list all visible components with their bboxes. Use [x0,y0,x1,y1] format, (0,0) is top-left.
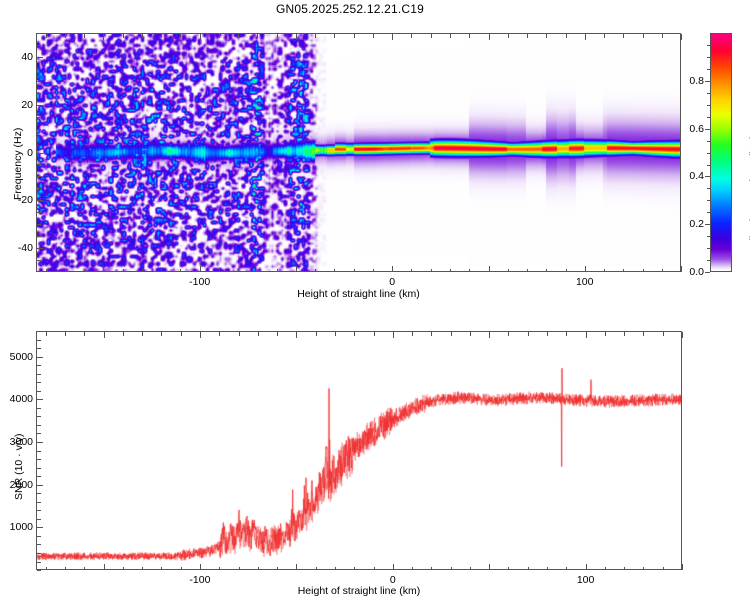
snr-canvas [37,332,681,569]
snr-panel [36,331,682,570]
spectrogram-x-axis-label: Height of straight line (km) [297,288,420,300]
spectrogram-panel [36,33,681,272]
snr-y-axis-label: SNR (10 · v/v) [13,433,25,500]
spectrogram-canvas [37,34,680,271]
figure-title: GN05.2025.252.12.21.C19 [275,2,425,16]
snr-x-axis-label: Height of straight line (km) [297,585,421,597]
spectrogram-y-axis-label: Frequency (Hz) [12,127,24,200]
colorbar [710,33,732,272]
